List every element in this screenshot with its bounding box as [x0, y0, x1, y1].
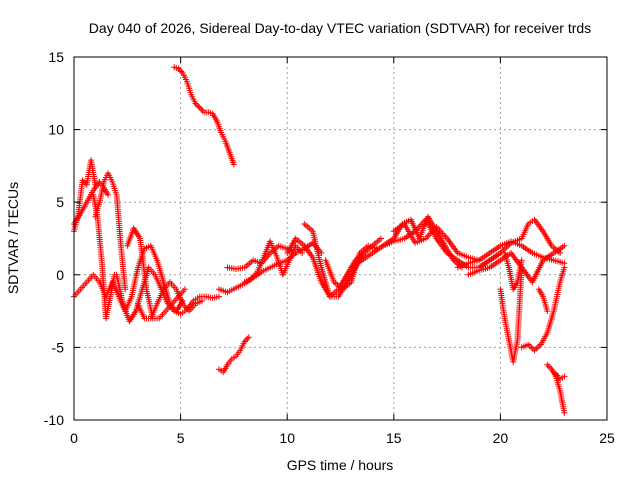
series-arc26 — [535, 286, 551, 315]
data-layer — [71, 64, 568, 416]
data-point-markers — [241, 238, 306, 286]
y-tick-label: -10 — [44, 412, 64, 428]
data-point-markers — [535, 286, 551, 315]
x-tick-label: 0 — [70, 430, 78, 446]
y-tick-label: 15 — [48, 49, 64, 65]
series-arc28 — [552, 370, 568, 383]
x-tick-label: 15 — [386, 430, 402, 446]
y-tick-label: 0 — [56, 267, 64, 283]
series-arc24 — [501, 250, 525, 293]
series-arc10 — [216, 334, 252, 376]
x-tick-label: 20 — [493, 430, 509, 446]
data-point-markers — [501, 250, 525, 293]
series-arc23 — [497, 264, 525, 365]
ticks: 0 5 10 15 20 25 -10 -5 0 5 10 15 — [44, 49, 615, 446]
x-tick-label: 25 — [599, 430, 615, 446]
data-point-markers — [497, 264, 525, 365]
series-arc27 — [544, 361, 568, 416]
series-arc20 — [454, 238, 568, 271]
series-arc19 — [390, 221, 483, 264]
x-tick-label: 5 — [177, 430, 185, 446]
chart-title: Day 040 of 2026, Sidereal Day-to-day VTE… — [89, 20, 591, 36]
y-axis-label: SDTVAR / TECUs — [5, 182, 21, 294]
data-point-markers — [465, 242, 568, 286]
grid — [74, 57, 607, 420]
y-tick-label: -5 — [52, 339, 65, 355]
data-point-markers — [216, 334, 252, 376]
series-arc8 — [135, 279, 205, 322]
data-point-markers — [390, 221, 483, 264]
x-axis-label: GPS time / hours — [287, 457, 394, 473]
series-arc7 — [124, 225, 188, 322]
series-arc9 — [171, 64, 237, 168]
data-point-markers — [552, 370, 568, 383]
x-tick-label: 10 — [279, 430, 295, 446]
series-arc13 — [241, 238, 306, 286]
series-arc22 — [465, 242, 568, 286]
y-tick-label: 5 — [56, 194, 64, 210]
data-point-markers — [90, 191, 118, 322]
y-tick-label: 10 — [48, 122, 64, 138]
data-point-markers — [544, 361, 568, 416]
data-point-markers — [171, 64, 237, 168]
data-point-markers — [124, 225, 188, 322]
data-point-markers — [518, 264, 568, 354]
data-point-markers — [454, 238, 568, 271]
series-arc4 — [90, 191, 118, 322]
series-arc25 — [518, 264, 568, 354]
plot-frame — [73, 56, 608, 421]
data-point-markers — [135, 279, 205, 322]
